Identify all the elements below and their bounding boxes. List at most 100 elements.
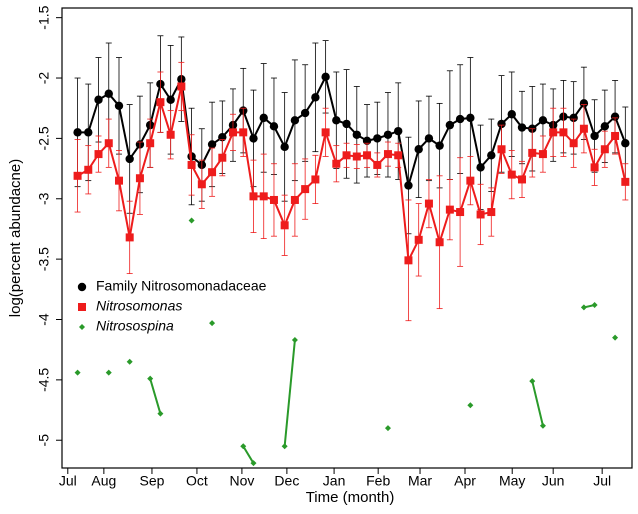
point <box>249 192 258 201</box>
point <box>291 337 298 344</box>
x-tick-label: May <box>499 473 525 489</box>
point <box>569 113 578 123</box>
point <box>384 425 391 432</box>
y-axis-label: log(percent abundacne) <box>7 159 24 317</box>
point <box>301 185 310 194</box>
point <box>507 170 516 179</box>
point <box>156 98 165 107</box>
y-tick-label: -4.5 <box>36 368 52 392</box>
point <box>352 152 361 161</box>
point <box>518 175 527 184</box>
point <box>166 95 175 104</box>
point <box>610 112 620 121</box>
point <box>342 119 351 129</box>
point <box>445 205 454 214</box>
point <box>445 120 455 130</box>
point <box>363 151 372 160</box>
point <box>383 130 393 139</box>
point <box>280 142 289 152</box>
y-tick-label: -2.5 <box>36 126 52 150</box>
point <box>269 122 279 131</box>
point <box>188 217 195 224</box>
point <box>157 410 164 417</box>
point <box>311 175 320 184</box>
point <box>115 176 123 185</box>
point <box>435 238 444 247</box>
y-tick-label: -3 <box>36 192 52 205</box>
x-tick-label: Feb <box>366 473 390 489</box>
point <box>424 199 433 208</box>
point <box>332 159 341 168</box>
point <box>456 208 465 217</box>
point <box>332 116 341 125</box>
y-tick-label: -1.5 <box>36 5 52 29</box>
point <box>435 141 444 150</box>
legend-marker <box>78 303 86 311</box>
point <box>290 195 299 204</box>
point <box>467 402 474 409</box>
point <box>147 375 154 382</box>
legend-label: Nitrosospina <box>96 318 174 334</box>
point <box>269 195 278 204</box>
point <box>125 233 134 242</box>
x-tick-label: Jan <box>323 473 346 489</box>
point <box>84 128 93 137</box>
point <box>104 139 113 148</box>
point <box>579 99 589 108</box>
point <box>579 124 588 133</box>
point <box>549 128 558 137</box>
point <box>394 126 403 136</box>
x-tick-label: Sep <box>139 473 164 489</box>
point <box>166 130 175 139</box>
point <box>290 116 300 125</box>
point <box>229 128 237 137</box>
point <box>73 171 82 180</box>
point <box>342 151 351 160</box>
point <box>414 145 423 154</box>
point <box>404 181 413 190</box>
point <box>559 128 568 137</box>
x-tick-label: Nov <box>229 473 254 489</box>
point <box>373 160 382 169</box>
point <box>476 163 485 172</box>
point <box>311 93 320 102</box>
point <box>177 82 186 91</box>
y-tick-label: -3.5 <box>36 247 52 271</box>
x-tick-label: Jul <box>59 473 77 489</box>
point <box>621 177 630 186</box>
point <box>146 139 155 148</box>
point <box>208 168 217 177</box>
point <box>476 210 485 219</box>
point <box>73 128 82 137</box>
point <box>538 116 548 125</box>
x-tick-label: Jul <box>593 473 611 489</box>
point <box>455 114 465 124</box>
legend-marker <box>77 282 87 292</box>
point <box>373 134 382 143</box>
point <box>259 192 268 201</box>
series-line <box>150 305 615 463</box>
point <box>240 443 247 450</box>
point <box>94 95 103 104</box>
point <box>74 369 81 376</box>
point <box>321 128 330 137</box>
point <box>187 160 196 169</box>
point <box>414 235 423 244</box>
x-tick-label: Jun <box>542 473 565 489</box>
point <box>590 163 599 172</box>
point <box>126 358 133 365</box>
point <box>539 422 546 429</box>
plot-frame <box>61 7 633 469</box>
point <box>621 139 630 148</box>
point <box>135 174 144 183</box>
point <box>487 151 496 160</box>
legend-label: Family Nitrosomonadaceae <box>96 278 267 294</box>
point <box>611 131 620 140</box>
point <box>250 460 257 467</box>
point <box>281 443 288 450</box>
point <box>383 150 392 159</box>
legend-marker <box>79 324 85 330</box>
point <box>424 134 434 143</box>
point <box>239 128 248 137</box>
